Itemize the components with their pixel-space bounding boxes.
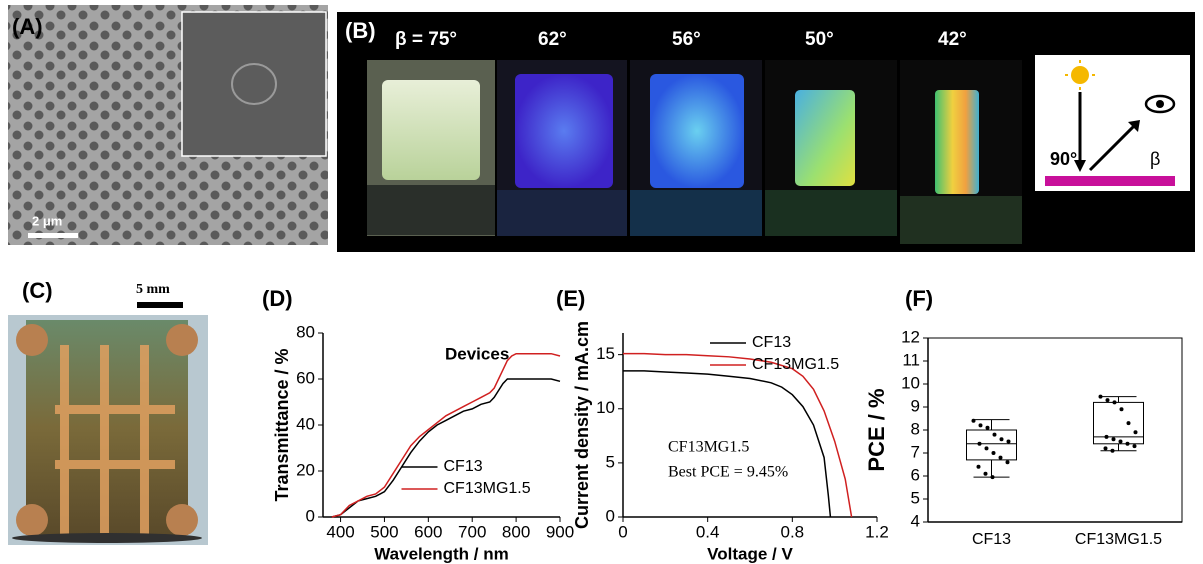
data-point: [1132, 444, 1137, 449]
y-tick-label: 5: [606, 452, 615, 471]
data-point: [1112, 400, 1117, 405]
x-tick-label: 0.8: [781, 522, 805, 541]
data-point: [985, 425, 990, 430]
annotation: CF13MG1.5: [668, 439, 749, 456]
panel-label: (C): [22, 278, 53, 303]
x-tick-label: 500: [370, 522, 398, 541]
angle-label: 42°: [938, 29, 967, 50]
x-axis-label: Voltage / V: [707, 544, 793, 563]
panel-label: (A): [12, 14, 43, 39]
box: [966, 429, 1017, 461]
data-point: [1005, 460, 1010, 465]
angle-label: 50°: [805, 29, 834, 50]
data-point: [1103, 446, 1108, 451]
y-tick-label: 9: [911, 396, 920, 415]
data-point: [1110, 448, 1115, 453]
y-axis-label: PCE / %: [864, 388, 889, 471]
x-tick-label: CF13: [972, 531, 1011, 548]
data-point: [999, 437, 1004, 442]
y-tick-label: 12: [901, 327, 920, 346]
fft-ring: [231, 63, 277, 105]
x-tick-label: 0: [618, 522, 627, 541]
scale-label: 2 μm: [32, 213, 62, 228]
y-tick-label: 15: [596, 344, 615, 363]
data-point: [1118, 439, 1123, 444]
scale-bar: [28, 233, 78, 238]
data-point: [984, 446, 989, 451]
x-tick-label: 900: [546, 522, 574, 541]
legend-label: CF13: [752, 334, 791, 351]
panel-label: (B): [345, 18, 376, 43]
annotation: Best PCE = 9.45%: [668, 464, 788, 481]
y-tick-label: 5: [911, 488, 920, 507]
annotation: Devices: [445, 344, 509, 363]
y-axis-label: Current density / mA.cm: [572, 321, 592, 529]
device-photo: [8, 315, 208, 545]
y-axis-label: Transmittance / %: [272, 348, 292, 501]
data-point: [990, 475, 995, 480]
line-series: [331, 378, 561, 518]
angle-label: 62°: [538, 29, 567, 50]
data-point: [971, 418, 976, 423]
y-tick-label: 20: [296, 460, 315, 479]
x-tick-label: 0.4: [696, 522, 720, 541]
x-tick-label: 700: [458, 522, 486, 541]
data-point: [1111, 437, 1116, 442]
data-point: [976, 464, 981, 469]
data-point: [1133, 430, 1138, 435]
fft-inset: [181, 11, 327, 157]
x-tick-label: CF13MG1.5: [1075, 531, 1162, 548]
geometry-icon: [1035, 55, 1190, 191]
line-series: [623, 370, 832, 518]
line-series: [331, 352, 561, 518]
y-tick-label: 0: [306, 506, 315, 525]
angle-label: β = 75°: [395, 29, 457, 50]
data-point: [1125, 441, 1130, 446]
y-tick-label: 4: [911, 511, 920, 530]
x-tick-label: 400: [326, 522, 354, 541]
y-tick-label: 11: [902, 350, 920, 369]
scale-bar: [137, 302, 183, 308]
y-tick-label: 8: [911, 419, 920, 438]
photos: [367, 60, 1022, 244]
y-tick-label: 40: [296, 414, 315, 433]
angle-label: 56°: [672, 29, 701, 50]
box: [1093, 401, 1144, 445]
data-point: [992, 432, 997, 437]
x-axis-label: Wavelength / nm: [374, 544, 508, 563]
data-point: [1126, 421, 1131, 426]
x-tick-label: 600: [414, 522, 442, 541]
x-tick-label: 800: [502, 522, 530, 541]
data-point: [1119, 407, 1124, 412]
data-point: [1105, 398, 1110, 403]
data-point: [977, 441, 982, 446]
y-tick-label: 10: [901, 373, 920, 392]
data-point: [1006, 439, 1011, 444]
y-tick-label: 60: [296, 368, 315, 387]
data-point: [983, 471, 988, 476]
data-point: [1098, 394, 1103, 399]
panel-label: (D): [262, 286, 293, 311]
panel-label: (E): [556, 286, 585, 311]
scale-label: 5 mm: [136, 282, 170, 297]
y-tick-label: 0: [606, 506, 615, 525]
y-tick-label: 80: [296, 322, 315, 341]
y-tick-label: 6: [911, 465, 920, 484]
data-point: [1104, 434, 1109, 439]
icon-label: β: [1150, 149, 1160, 169]
x-tick-label: 1.2: [865, 522, 889, 541]
data-point: [978, 423, 983, 428]
y-tick-label: 10: [596, 398, 615, 417]
legend-label: CF13: [444, 458, 483, 475]
icon-label: 90°: [1050, 149, 1077, 169]
data-point: [998, 455, 1003, 460]
legend-label: CF13MG1.5: [752, 356, 839, 373]
data-point: [991, 451, 996, 455]
line-series: [623, 352, 853, 518]
y-tick-label: 7: [911, 442, 920, 461]
legend-label: CF13MG1.5: [444, 480, 531, 497]
panel-label: (F): [905, 286, 933, 311]
